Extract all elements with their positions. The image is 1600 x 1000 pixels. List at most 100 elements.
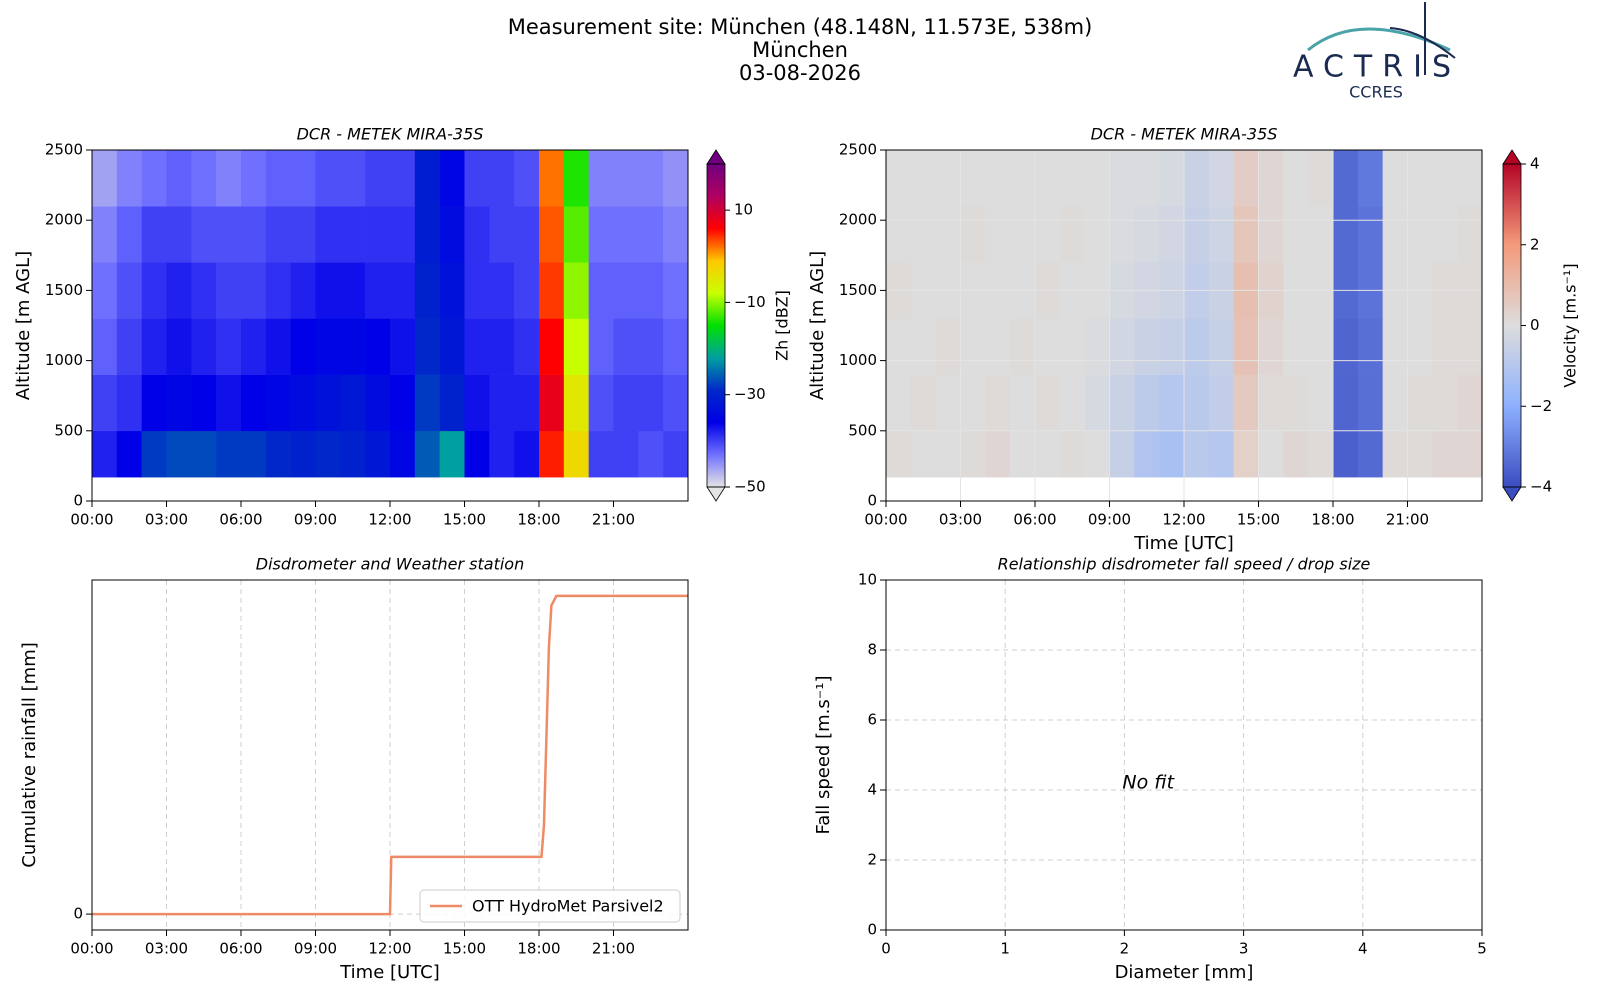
panel: DCR - METEK MIRA-35S 00:00 03:00 06:00 09:00… <box>807 125 1580 555</box>
heatmap-cell <box>116 262 142 319</box>
heatmap-cell <box>1208 206 1234 263</box>
heatmap-cell <box>1233 150 1259 207</box>
heatmap-cell <box>116 430 142 478</box>
x-tick-label: 3 <box>1239 940 1249 958</box>
y-tick-label: 2000 <box>45 211 83 229</box>
heatmap-cell <box>985 430 1011 478</box>
heatmap-cell <box>1432 150 1458 207</box>
heatmap-cell <box>588 430 614 478</box>
colorbar-label: Zh [dBZ] <box>773 290 792 361</box>
heatmap-cell <box>265 206 291 263</box>
colorbar-extend <box>706 149 726 165</box>
heatmap-cell <box>588 150 614 207</box>
heatmap-cell <box>613 262 639 319</box>
colorbar <box>707 164 725 487</box>
legend-box <box>419 889 681 923</box>
heatmap-cell <box>1382 318 1408 375</box>
heatmap-cell <box>1258 374 1284 432</box>
heatmap-cell <box>1432 430 1458 478</box>
x-tick-label: 18:00 <box>1311 511 1354 529</box>
line-series <box>92 594 688 916</box>
x-tick-label: 03:00 <box>145 940 188 958</box>
heatmap-cell <box>489 206 515 263</box>
panel-title: DCR - METEK MIRA-35S <box>1091 125 1278 144</box>
heatmap-cell <box>1308 430 1334 478</box>
heatmap-cell <box>315 150 341 207</box>
heatmap-cell <box>489 262 515 319</box>
heatmap-cell <box>464 374 490 432</box>
x-tick-label: 12:00 <box>368 940 411 958</box>
heatmap-cell <box>1432 206 1458 263</box>
heatmap-cell <box>563 150 589 207</box>
heatmap-cell <box>216 318 242 375</box>
heatmap-cell <box>92 150 118 207</box>
heatmap-cell <box>1382 150 1408 207</box>
heatmap-cell <box>340 374 366 432</box>
heatmap-cell <box>116 318 142 375</box>
colorbar-tick-label: 10 <box>734 201 753 219</box>
heatmap-cell <box>116 374 142 432</box>
heatmap-cell <box>1035 430 1061 478</box>
x-tick-label: 15:00 <box>1237 511 1280 529</box>
heatmap-cell <box>1407 318 1433 375</box>
heatmap-cell <box>588 206 614 263</box>
heatmap-cell <box>191 206 217 263</box>
heatmap-cell <box>638 318 664 375</box>
heatmap-cell <box>216 150 242 207</box>
y-tick-label: 500 <box>54 421 83 439</box>
heatmap-cell <box>1357 150 1383 207</box>
heatmap-cell <box>935 150 961 207</box>
heatmap-cell <box>390 206 416 263</box>
heatmap-cell <box>1333 318 1359 375</box>
panel-title: Relationship disdrometer fall speed / dr… <box>998 555 1371 574</box>
heatmap-cell <box>1457 318 1483 375</box>
heatmap-cell <box>265 318 291 375</box>
x-tick-label: 06:00 <box>1013 511 1056 529</box>
heatmap-cell <box>539 206 565 263</box>
heatmap-cell <box>1333 150 1359 207</box>
heatmap-cell <box>1010 430 1036 478</box>
header-date: 03-08-2026 <box>739 61 861 85</box>
heatmap-cell <box>539 430 565 478</box>
heatmap-cell <box>1357 430 1383 478</box>
heatmap-cell <box>265 374 291 432</box>
y-tick-label: 1000 <box>45 351 83 369</box>
heatmap-cell <box>166 206 192 263</box>
y-tick-label: 10 <box>858 571 877 589</box>
heatmap-cell <box>985 150 1011 207</box>
heatmap-cell <box>1035 206 1061 263</box>
heatmap-cell <box>1308 206 1334 263</box>
heatmap-cell <box>910 318 936 375</box>
heatmap-cell <box>141 206 167 263</box>
heatmap-cell <box>539 318 565 375</box>
heatmap-cell <box>886 374 912 432</box>
heatmap-cell <box>663 318 689 375</box>
heatmap-cell <box>241 430 267 478</box>
heatmap-cell <box>1258 150 1284 207</box>
heatmap-cell <box>191 374 217 432</box>
heatmap-cell <box>216 262 242 319</box>
heatmap-cell <box>141 150 167 207</box>
heatmap-cell <box>910 206 936 263</box>
heatmap-cell <box>1283 430 1309 478</box>
panel: DCR - METEK MIRA-35S 00:00 03:00 06:00 09:00… <box>13 125 792 529</box>
x-tick-label: 00:00 <box>70 511 113 529</box>
heatmap-cell <box>1134 150 1160 207</box>
heatmap-cell <box>1208 150 1234 207</box>
heatmap-cell <box>439 318 465 375</box>
heatmap-cell <box>464 262 490 319</box>
logo-arc <box>1389 27 1456 59</box>
heatmap-cell <box>216 430 242 478</box>
heatmap-cell <box>340 430 366 478</box>
heatmap-cell <box>290 374 316 432</box>
heatmap-cell <box>489 374 515 432</box>
heatmap-cell <box>390 430 416 478</box>
panel-title: DCR - METEK MIRA-35S <box>297 125 484 144</box>
heatmap-cell <box>439 150 465 207</box>
heatmap-cell <box>1382 430 1408 478</box>
heatmap-cell <box>365 206 391 263</box>
x-tick-label: 09:00 <box>294 511 337 529</box>
heatmap-cell <box>1333 430 1359 478</box>
heatmap-cell <box>340 150 366 207</box>
logo: ACTRIS CCRES <box>1293 2 1456 102</box>
